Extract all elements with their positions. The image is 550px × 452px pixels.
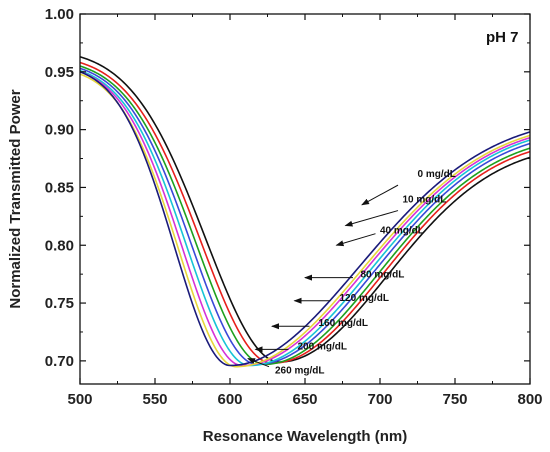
series-line-1 [80, 61, 530, 364]
series-line-0 [80, 56, 530, 363]
annotation-label-1: 10 mg/dL [403, 194, 447, 205]
annotation-arrow-0 [361, 184, 399, 206]
y-axis-title: Normalized Transmitted Power [7, 89, 24, 308]
x-tick-label: 800 [517, 391, 542, 408]
annotation-arrow-2 [335, 233, 376, 247]
y-tick-label: 0.70 [45, 353, 74, 370]
annotation-label-7: 260 mg/dL [275, 366, 324, 377]
x-axis-title: Resonance Wavelength (nm) [203, 428, 407, 445]
annotation-label-6: 200 mg/dL [298, 341, 347, 352]
annotation-arrow-1 [344, 210, 399, 227]
series-line-7 [80, 71, 530, 367]
x-tick-label: 550 [142, 391, 167, 408]
axes-group: 500 550 600 650 700 750 800 0.70 0.75 0.80 0.85 0.9… [45, 6, 543, 408]
x-tick-label: 650 [292, 391, 317, 408]
annotation-label-4: 120 mg/dL [340, 293, 389, 304]
y-tick-label: 0.85 [45, 179, 74, 196]
series-line-2 [80, 65, 530, 366]
series-line-6 [80, 73, 530, 368]
plot-frame [79, 13, 531, 385]
y-tick-label: 0.95 [45, 64, 74, 81]
annotation-label-0: 0 mg/dL [418, 169, 456, 180]
x-tick-label: 700 [367, 391, 392, 408]
y-tick-label: 1.00 [45, 6, 74, 23]
series-line-3 [80, 67, 530, 366]
x-tick-label: 600 [217, 391, 242, 408]
series-line-4 [80, 69, 530, 367]
x-tick-label: 750 [442, 391, 467, 408]
annotation-label-5: 160 mg/dL [319, 318, 368, 329]
annotation-label-3: 80 mg/dL [361, 270, 405, 281]
annotation-group: 0 mg/dL 10 mg/dL 40 mg/dL 80 mg/dL 120 mg/dL… [247, 169, 456, 377]
y-tick-label: 0.80 [45, 237, 74, 254]
panel-label: pH 7 [486, 29, 519, 46]
x-tick-label: 500 [67, 391, 92, 408]
annotation-arrow-7 [247, 358, 270, 368]
annotation-label-2: 40 mg/dL [380, 226, 424, 237]
y-tick-label: 0.75 [45, 295, 74, 312]
series-line-5 [80, 71, 530, 367]
series-group [80, 56, 530, 368]
y-tick-label: 0.90 [45, 122, 74, 139]
